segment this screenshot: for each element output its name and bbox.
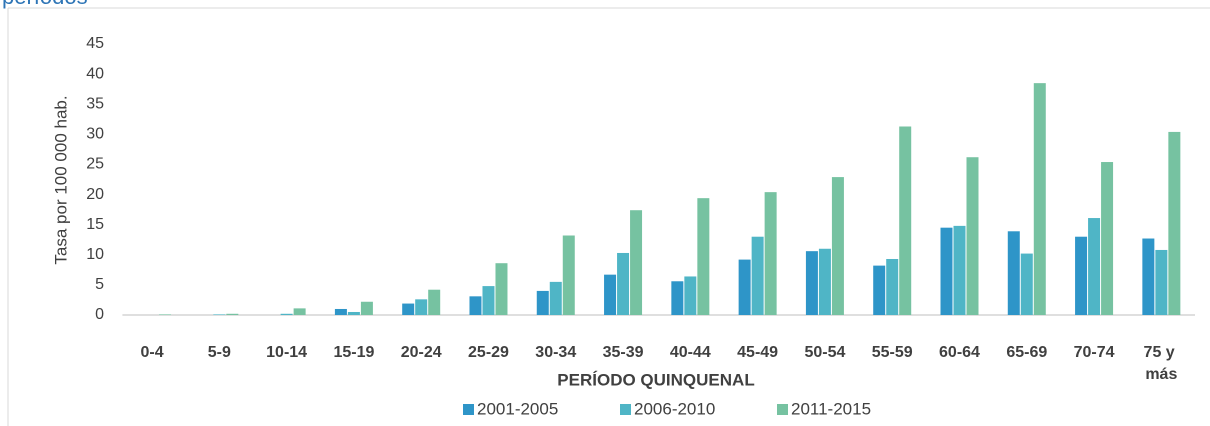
bar xyxy=(482,286,495,315)
bar xyxy=(1088,218,1101,315)
bar xyxy=(549,281,562,315)
bar xyxy=(604,274,617,315)
bar xyxy=(495,263,508,315)
x-tick-label: 10-14 xyxy=(266,344,307,361)
bar xyxy=(1101,162,1114,315)
bar xyxy=(831,177,844,315)
bar xyxy=(751,236,764,315)
bar xyxy=(562,235,575,315)
x-axis-title: PERÍODO QUINQUENAL xyxy=(557,370,754,389)
x-tick-label: 40-44 xyxy=(670,344,711,361)
bar xyxy=(293,308,306,315)
bar xyxy=(428,289,441,315)
x-tick-label: 15-19 xyxy=(333,344,374,361)
bar xyxy=(764,192,777,315)
bar xyxy=(360,301,373,315)
legend-label: 2011-2015 xyxy=(791,399,871,418)
x-tick-label: 0-4 xyxy=(140,344,163,361)
x-tick-label: 70-74 xyxy=(1074,344,1115,361)
x-tick-label: 65-69 xyxy=(1006,344,1047,361)
bar xyxy=(1033,83,1046,316)
bar xyxy=(671,281,684,315)
bar xyxy=(415,299,428,315)
bar xyxy=(886,258,899,315)
bar xyxy=(617,252,630,315)
y-tick-label: 10 xyxy=(86,246,104,263)
bar xyxy=(347,311,360,315)
y-tick-label: 40 xyxy=(86,65,104,82)
x-tick-label: 50-54 xyxy=(804,344,845,361)
bar xyxy=(953,225,966,315)
bar xyxy=(469,296,482,315)
chart-title: períodos xyxy=(2,0,88,9)
bar xyxy=(1020,253,1033,315)
y-tick-label: 5 xyxy=(95,276,104,293)
bar xyxy=(1142,238,1155,315)
bar xyxy=(1007,231,1020,315)
bar xyxy=(818,248,831,315)
y-tick-label: 25 xyxy=(86,156,104,173)
bar xyxy=(630,210,643,315)
bar xyxy=(159,314,172,315)
x-tick-label: 5-9 xyxy=(208,344,231,361)
bar xyxy=(697,198,710,315)
bar xyxy=(1075,236,1088,315)
bar xyxy=(940,227,953,315)
bar xyxy=(280,313,293,315)
y-tick-label: 0 xyxy=(95,306,104,323)
y-tick-label: 35 xyxy=(86,95,104,112)
y-tick-label: 30 xyxy=(86,126,104,143)
y-tick-label: 15 xyxy=(86,216,104,233)
x-tick-label: 60-64 xyxy=(939,344,980,361)
bar xyxy=(402,303,415,315)
y-axis-title: Tasa por 100 000 hab. xyxy=(51,95,70,264)
bar xyxy=(334,308,347,315)
bar xyxy=(966,157,979,315)
x-tick-label: 30-34 xyxy=(535,344,576,361)
legend-label: 2006-2010 xyxy=(634,399,715,418)
legend-swatch xyxy=(463,404,474,415)
legend-swatch xyxy=(620,404,631,415)
x-tick-label: 75 y más xyxy=(1144,344,1180,383)
legend-swatch xyxy=(777,404,788,415)
bar xyxy=(899,126,912,315)
bar xyxy=(536,290,549,315)
x-tick-label: 45-49 xyxy=(737,344,778,361)
y-tick-label: 20 xyxy=(86,186,104,203)
legend-label: 2001-2005 xyxy=(477,399,558,418)
bar xyxy=(738,259,751,315)
x-tick-label: 35-39 xyxy=(603,344,644,361)
y-tick-label: 45 xyxy=(86,35,104,52)
bar xyxy=(1168,131,1181,315)
bar xyxy=(1155,249,1168,315)
x-tick-label: 55-59 xyxy=(872,344,913,361)
bar xyxy=(873,265,886,315)
x-tick-label: 20-24 xyxy=(401,344,442,361)
bar xyxy=(226,313,239,315)
bar xyxy=(805,251,818,315)
bar xyxy=(684,276,697,315)
bar xyxy=(213,314,226,315)
x-tick-label: 25-29 xyxy=(468,344,509,361)
